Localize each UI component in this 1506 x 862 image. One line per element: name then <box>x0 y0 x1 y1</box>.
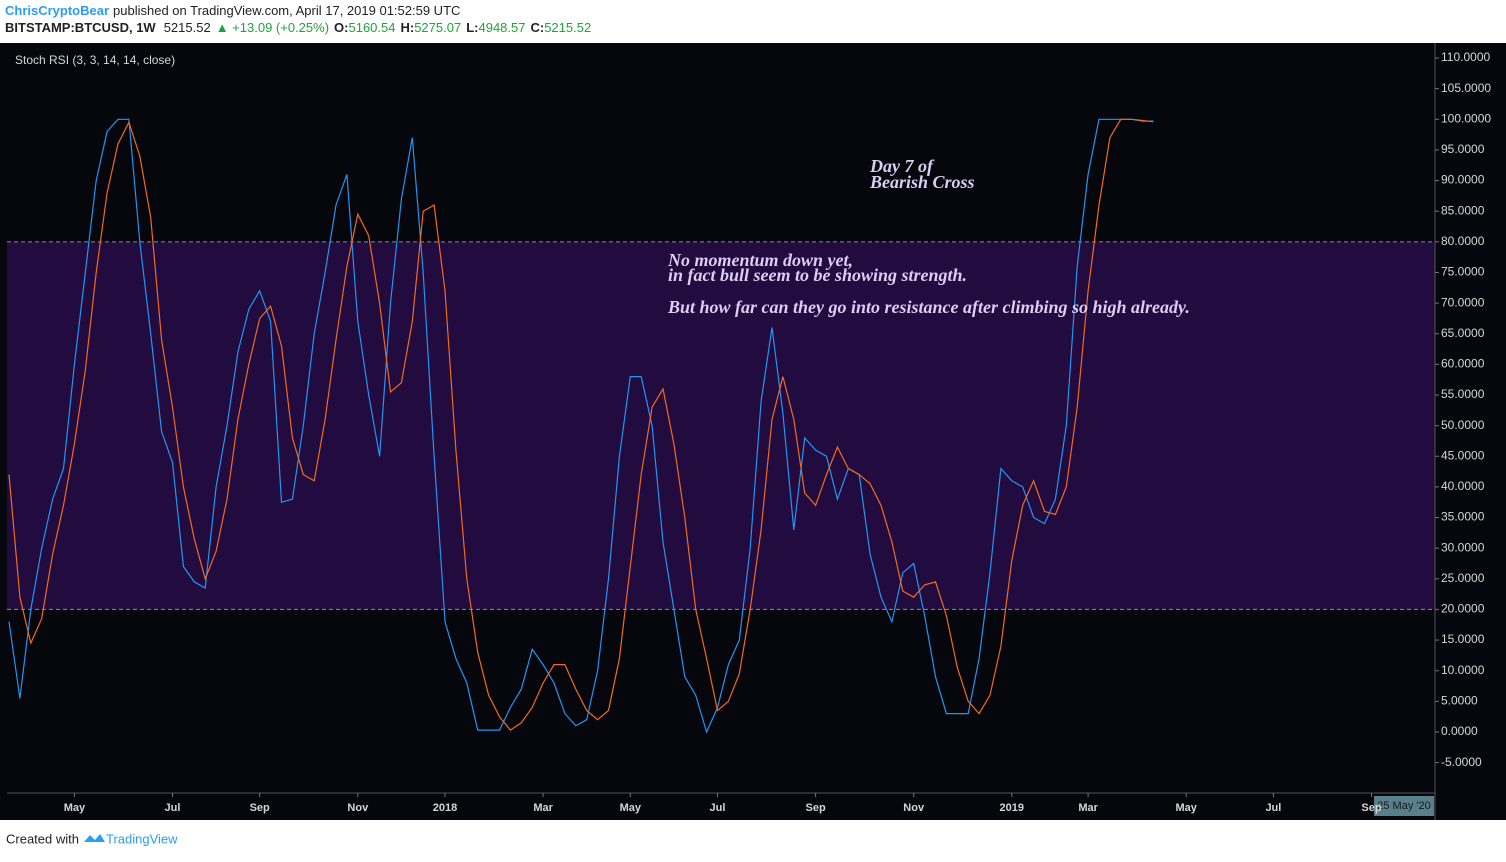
y-tick-label: 75.0000 <box>1441 265 1485 279</box>
y-tick-label: 15.0000 <box>1441 632 1485 646</box>
high-label: H: <box>400 20 414 35</box>
overbought-band <box>7 241 1435 610</box>
y-tick-label: 105.0000 <box>1441 81 1491 95</box>
annotation: But how far can they go into resistance … <box>667 297 1190 317</box>
change: ▲ +13.09 (+0.25%) <box>216 20 329 35</box>
low: 4948.57 <box>478 20 525 35</box>
annotation: Day 7 of <box>869 156 935 176</box>
indicator-title: Stoch RSI (3, 3, 14, 14, close) <box>15 53 175 67</box>
symbol: BITSTAMP:BTCUSD, 1W <box>5 20 156 35</box>
series-line <box>8 118 1154 731</box>
y-tick-label: 90.0000 <box>1441 173 1485 187</box>
y-tick-label: 70.0000 <box>1441 295 1485 309</box>
x-tick-label: Mar <box>1078 802 1098 814</box>
y-tick-label: -5.0000 <box>1441 755 1482 769</box>
y-tick-label: 25.0000 <box>1441 571 1485 585</box>
x-tick-label: May <box>64 802 86 814</box>
y-tick-label: 80.0000 <box>1441 234 1485 248</box>
y-tick-label: 5.0000 <box>1441 694 1478 708</box>
y-tick-label: 45.0000 <box>1441 448 1485 462</box>
footer-logo <box>84 834 105 842</box>
y-tick-label: 0.0000 <box>1441 724 1478 738</box>
close: 5215.52 <box>544 20 591 35</box>
annotation: Bearish Cross <box>869 172 975 192</box>
x-tick-label: 2018 <box>433 802 457 814</box>
y-tick-label: 60.0000 <box>1441 357 1485 371</box>
plot <box>7 118 1435 734</box>
y-tick-label: 95.0000 <box>1441 142 1485 156</box>
x-tick-label: 2019 <box>1000 802 1024 814</box>
date-box-label: 25 May '20 <box>1377 800 1430 812</box>
y-tick-label: 35.0000 <box>1441 510 1485 524</box>
x-tick-label: May <box>620 802 642 814</box>
annotation: in fact bull seem to be showing strength… <box>668 265 967 285</box>
date-box <box>1374 796 1434 816</box>
x-tick-label: Sep <box>250 802 270 814</box>
close-label: C: <box>530 20 544 35</box>
x-tick-label: Jul <box>1265 802 1281 814</box>
y-tick-label: 55.0000 <box>1441 387 1485 401</box>
y-tick-label: 20.0000 <box>1441 602 1485 616</box>
open: 5160.54 <box>348 20 395 35</box>
y-tick-label: 110.0000 <box>1441 50 1490 64</box>
footer-created: Created with <box>6 831 79 846</box>
x-tick-label: Nov <box>347 802 369 814</box>
y-tick-label: 85.0000 <box>1441 203 1485 217</box>
x-tick-label: May <box>1175 802 1197 814</box>
x-tick-label: Jul <box>165 802 181 814</box>
x-tick-label: Nov <box>903 802 925 814</box>
y-tick-label: 100.0000 <box>1441 111 1491 125</box>
x-tick-label: Sep <box>806 802 826 814</box>
x-tick-label: Mar <box>533 802 553 814</box>
published: published on TradingView.com, April 17, … <box>113 3 460 18</box>
y-tick-label: 40.0000 <box>1441 479 1485 493</box>
high: 5275.07 <box>414 20 461 35</box>
author[interactable]: ChrisCryptoBear <box>5 3 109 18</box>
x-tick-label: Jul <box>710 802 726 814</box>
price: 5215.52 <box>164 20 211 35</box>
y-tick-label: 10.0000 <box>1441 663 1485 677</box>
y-tick-label: 30.0000 <box>1441 540 1485 554</box>
annotation: No momentum down yet, <box>667 250 853 270</box>
header-line: ChrisCryptoBear published on TradingView.… <box>5 3 460 18</box>
y-tick-label: 65.0000 <box>1441 326 1485 340</box>
low-label: L: <box>466 20 478 35</box>
symbol-line: BITSTAMP:BTCUSD, 1W 5215.52 ▲ +13.09 (+0.2… <box>5 20 591 35</box>
x-tick-label: Sep <box>1361 802 1381 814</box>
footer-brand[interactable]: TradingView <box>106 831 178 846</box>
open-label: O: <box>334 20 348 35</box>
series-line <box>8 118 1154 734</box>
y-tick-label: 50.0000 <box>1441 418 1485 432</box>
